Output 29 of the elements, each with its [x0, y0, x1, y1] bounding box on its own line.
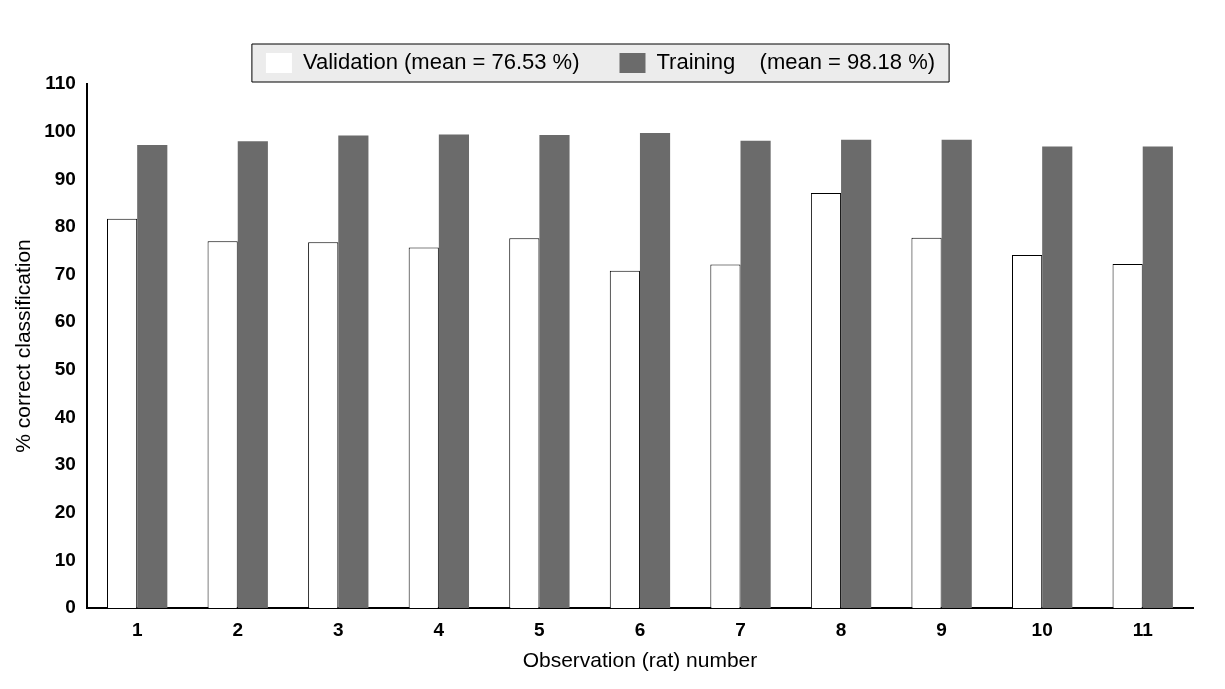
- y-tick-label: 0: [65, 596, 76, 618]
- x-tick-label: 7: [735, 618, 746, 640]
- y-tick-label: 60: [54, 310, 76, 332]
- bar: [137, 144, 168, 608]
- y-tick-label: 110: [45, 72, 76, 94]
- y-tick-label: 80: [54, 215, 76, 237]
- y-axis-title: % correct classification: [11, 239, 35, 453]
- x-tick-label: 10: [1031, 618, 1053, 640]
- bar: [1042, 146, 1073, 608]
- x-tick-label: 6: [634, 618, 646, 640]
- x-tick-label: 9: [936, 618, 947, 640]
- x-tick-label: 8: [835, 618, 847, 640]
- y-tick-label: 50: [54, 358, 76, 380]
- y-tick-label: 90: [54, 167, 76, 189]
- x-tick-label: 2: [232, 618, 244, 640]
- y-tick-label: 30: [54, 453, 76, 475]
- legend-label: Validation (mean = 76.53 %): [302, 49, 580, 75]
- y-tick-label: 70: [54, 262, 76, 284]
- x-tick-label: 5: [534, 618, 546, 640]
- x-axis-title: Observation (rat) number: [522, 648, 758, 672]
- legend-label: Training (mean = 98.18 %): [656, 49, 936, 75]
- x-tick-label: 1: [131, 618, 143, 640]
- x-tick-label: 3: [333, 618, 344, 640]
- y-tick-label: 10: [54, 548, 76, 570]
- y-tick-label: 40: [54, 405, 76, 427]
- y-tick-label: 20: [54, 500, 76, 522]
- y-tick-label: 100: [44, 119, 76, 141]
- x-tick-label: 11: [1132, 618, 1154, 640]
- x-tick-label: 4: [433, 618, 445, 640]
